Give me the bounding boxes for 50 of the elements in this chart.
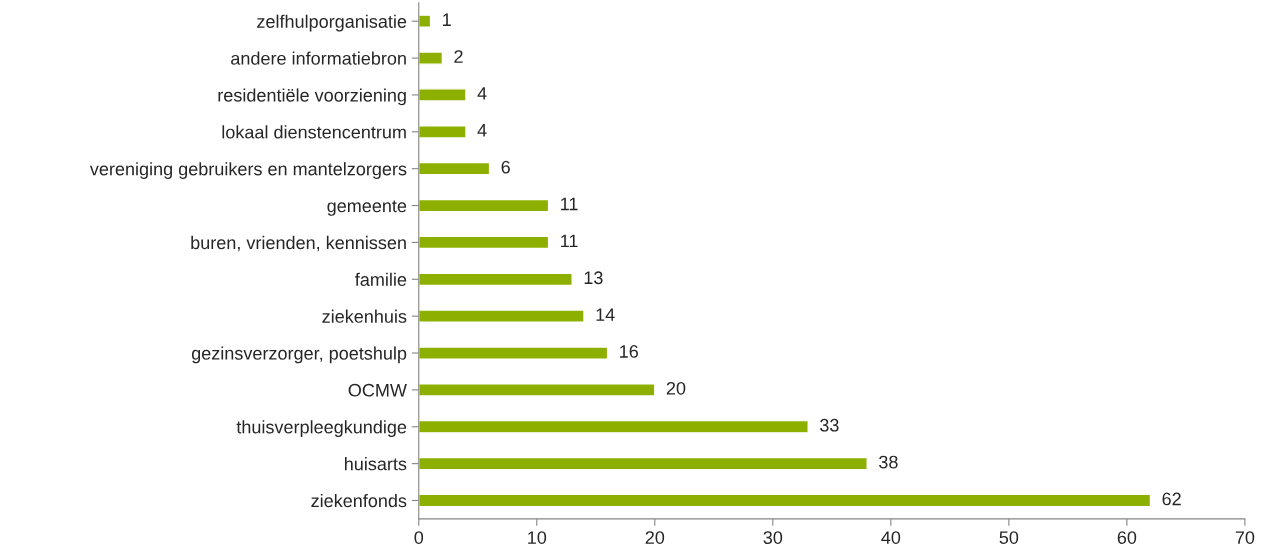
y-tick-label: thuisverpleegkundige: [236, 420, 407, 438]
x-tick-label: 70: [1235, 531, 1255, 544]
bar: [418, 383, 656, 397]
bar: [418, 456, 868, 471]
bar: [418, 346, 609, 360]
data-label: 11: [561, 197, 578, 211]
y-tick-label: familie: [355, 272, 407, 286]
bar: [418, 51, 444, 65]
x-tick-label: 0: [414, 531, 424, 544]
bar: [418, 493, 1152, 508]
y-tick-label: gezinsverzorger, poetshulp: [191, 346, 407, 364]
bar: [418, 88, 467, 102]
y-tick-label: huisarts: [345, 457, 407, 471]
y-tick-label: zelfhulporganisatie: [257, 14, 407, 32]
x-tick-label: 20: [645, 531, 665, 544]
bar: [418, 235, 550, 250]
x-tick-label: 50: [999, 531, 1019, 544]
bar: [418, 125, 467, 139]
bar: [418, 309, 585, 323]
bar: [418, 419, 809, 434]
data-label: 2: [454, 50, 463, 63]
data-label: 38: [879, 455, 898, 469]
bar: [418, 272, 573, 287]
y-tick-label: buren, vrienden, kennissen: [191, 235, 406, 252]
data-label: 16: [620, 345, 638, 358]
bar: [418, 198, 550, 213]
data-label: 14: [596, 308, 615, 321]
y-tick-label: ziekenhuis: [322, 309, 407, 323]
y-tick-label: lokaal dienstencentrum: [222, 125, 406, 139]
x-tick-label: 60: [1117, 531, 1137, 544]
y-tick-label: residentiële voorziening: [218, 88, 406, 106]
y-tick-label: andere informatiebron: [231, 51, 406, 65]
bar: [418, 14, 432, 28]
x-tick-label: 30: [763, 531, 783, 544]
data-label: 33: [820, 418, 839, 432]
data-label: 13: [584, 271, 603, 285]
data-label: 4: [477, 124, 487, 137]
x-tick-label: 40: [881, 531, 901, 544]
data-label: 20: [666, 381, 686, 395]
x-tick-label: 10: [528, 531, 547, 544]
y-tick-label: OCMW: [348, 383, 407, 397]
data-label: 11: [561, 234, 578, 248]
y-tick-label: gemeente: [327, 200, 407, 216]
data-label: 62: [1162, 492, 1181, 506]
bar: [418, 161, 491, 176]
data-label: 1: [443, 13, 451, 26]
y-tick-label: vereniging gebruikers en mantelzorgers: [89, 162, 407, 179]
data-label: 4: [477, 87, 487, 100]
data-label: 6: [501, 160, 510, 174]
y-tick-label: ziekenfonds: [311, 493, 407, 508]
